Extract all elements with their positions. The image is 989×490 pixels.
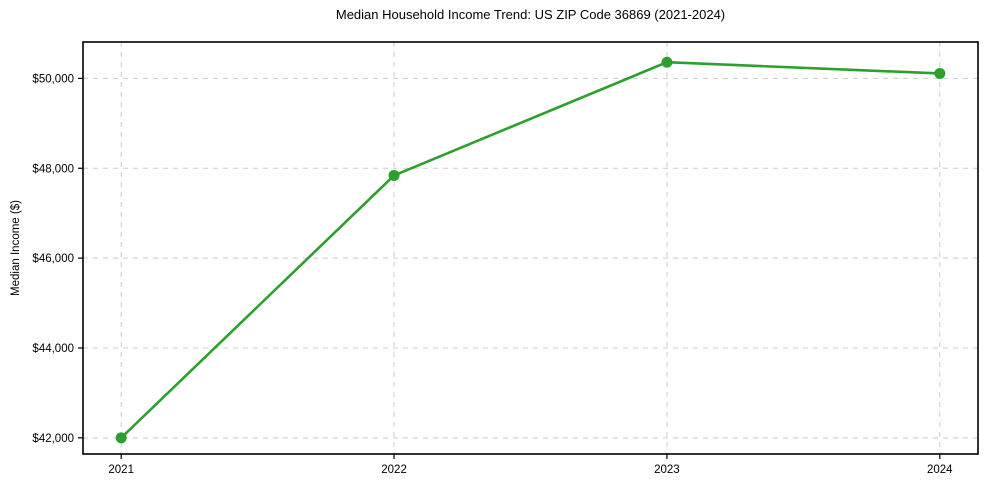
x-tick-label: 2023: [654, 464, 680, 476]
data-point-marker: [934, 67, 946, 79]
data-point-marker: [115, 432, 127, 444]
y-tick-label: $44,000: [32, 343, 74, 355]
x-tick-label: 2022: [381, 464, 407, 476]
x-tick-label: 2024: [927, 464, 953, 476]
y-tick-label: $46,000: [32, 253, 74, 265]
trend-line: [119, 60, 942, 440]
chart-title: Median Household Income Trend: US ZIP Co…: [335, 7, 726, 22]
data-point-marker: [661, 56, 673, 68]
x-tick-label: 2021: [108, 464, 134, 476]
y-tick-label: $48,000: [32, 163, 74, 175]
y-tick-label: $50,000: [32, 73, 74, 85]
data-point-marker: [388, 169, 400, 181]
axes-border: [82, 41, 979, 455]
y-tick-label: $42,000: [32, 433, 74, 445]
